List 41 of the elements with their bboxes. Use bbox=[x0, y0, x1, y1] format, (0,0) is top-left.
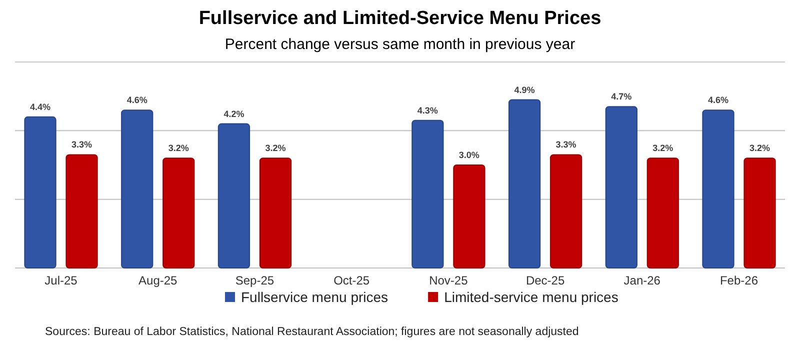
data-label: 4.6% bbox=[126, 95, 148, 106]
legend-label: Limited-service menu prices bbox=[444, 289, 618, 305]
data-label: 4.3% bbox=[417, 105, 438, 116]
data-label: 4.9% bbox=[514, 84, 535, 95]
data-label: 4.4% bbox=[30, 102, 51, 112]
data-label: 3.3% bbox=[556, 140, 576, 150]
x-tick-label: Dec-25 bbox=[526, 274, 565, 288]
x-tick-label: Feb-26 bbox=[720, 274, 758, 288]
x-tick-label: Nov-25 bbox=[429, 274, 468, 288]
legend-label: Fullservice menu prices bbox=[241, 289, 388, 305]
bar bbox=[218, 123, 250, 268]
data-label: 3.0% bbox=[458, 150, 480, 160]
x-tick-label: Sep-25 bbox=[235, 274, 274, 288]
bar bbox=[259, 158, 292, 268]
chart-subtitle: Percent change versus same month in previous year bbox=[224, 36, 576, 53]
bar bbox=[702, 110, 734, 268]
bar bbox=[453, 164, 486, 268]
bar bbox=[412, 120, 444, 268]
bar bbox=[24, 116, 56, 268]
source-note: Sources: Bureau of Labor Statistics, National Restaurant Association; figures are not seasonally adjusted bbox=[45, 326, 579, 338]
bar bbox=[66, 154, 98, 268]
data-label: 4.6% bbox=[708, 95, 728, 106]
x-tick-label: Jan-26 bbox=[624, 274, 661, 288]
data-label: 3.3% bbox=[72, 140, 92, 150]
x-tick-label: Jul-25 bbox=[44, 274, 78, 288]
bar bbox=[162, 158, 195, 268]
data-label: 3.2% bbox=[749, 143, 770, 154]
chart-title: Fullservice and Limited-Service Menu Prices bbox=[198, 8, 602, 29]
bar bbox=[121, 110, 154, 268]
data-label: 3.2% bbox=[652, 143, 674, 154]
bar bbox=[508, 99, 541, 268]
x-tick-label: Aug-25 bbox=[138, 274, 178, 288]
data-label: 4.2% bbox=[224, 108, 244, 119]
bar bbox=[550, 154, 582, 268]
data-label: 4.7% bbox=[611, 92, 632, 102]
data-label: 3.2% bbox=[265, 143, 286, 154]
bar bbox=[744, 158, 776, 268]
data-label: 3.2% bbox=[168, 143, 189, 154]
bar bbox=[605, 106, 638, 268]
x-tick-label: Oct-25 bbox=[334, 274, 370, 288]
bar bbox=[646, 158, 679, 268]
